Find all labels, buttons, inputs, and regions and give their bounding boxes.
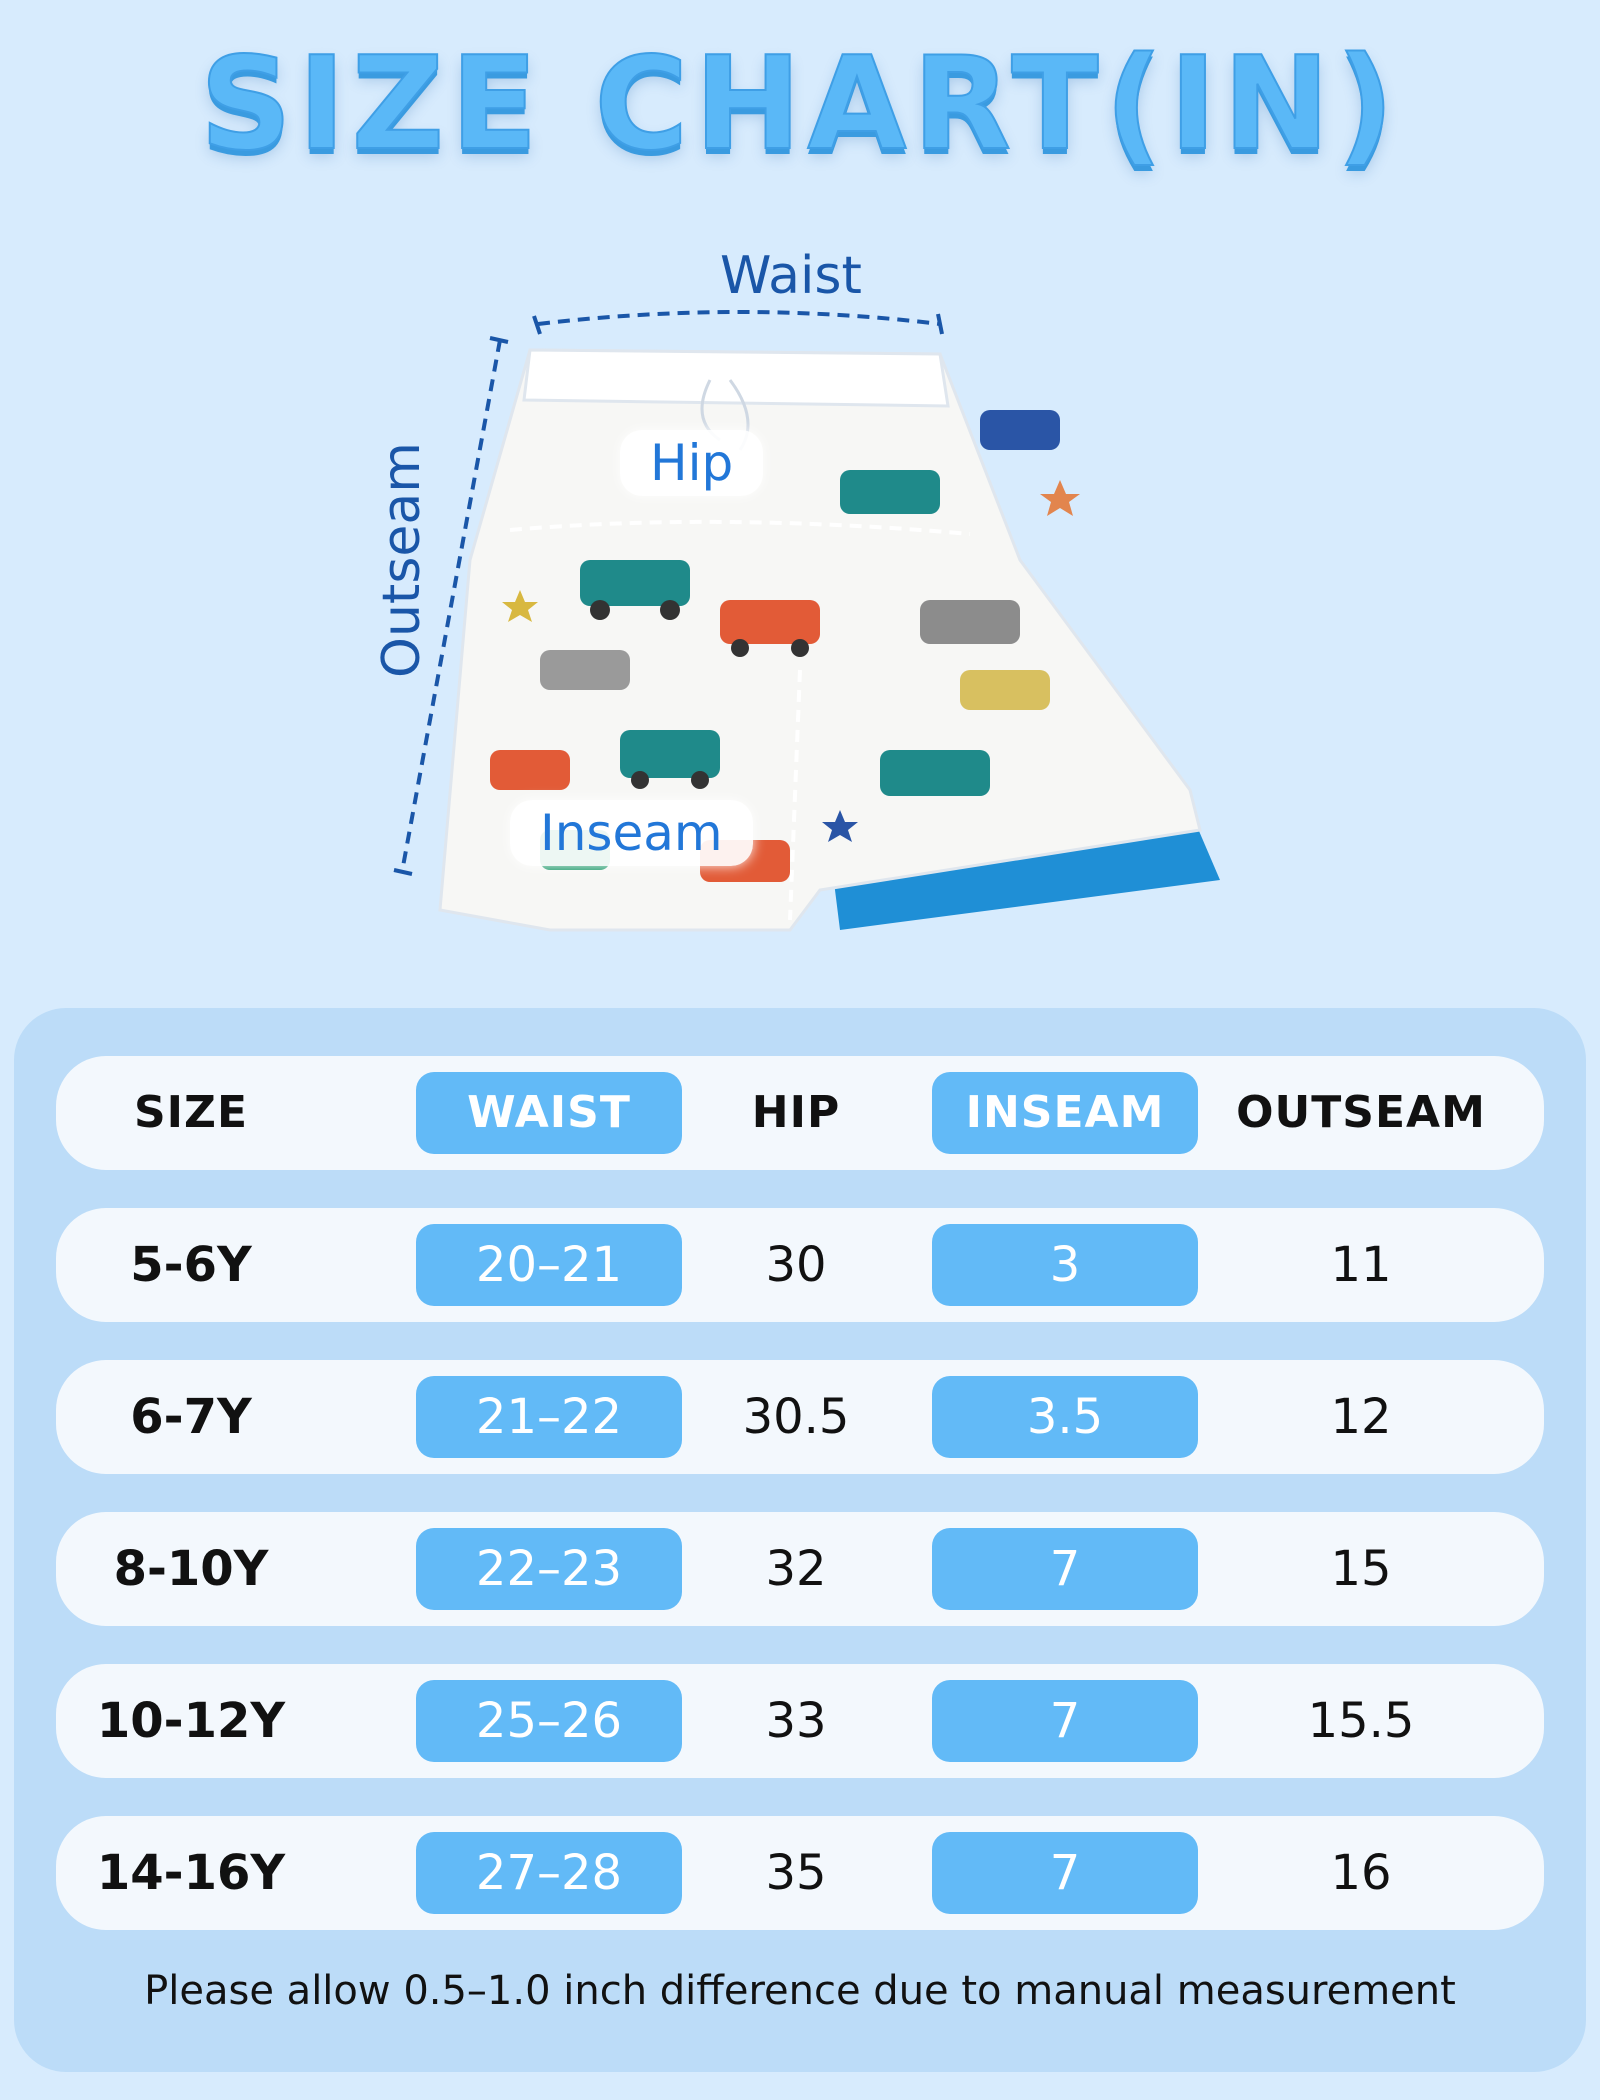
header-size: SIZE (133, 1087, 249, 1138)
outseam-cell: 16 (1330, 1845, 1392, 1901)
outseam-cell: 11 (1330, 1237, 1392, 1293)
header-inseam: INSEAM (965, 1087, 1165, 1138)
waist-cell: 27–28 (475, 1845, 623, 1901)
shorts-body (438, 348, 1202, 932)
measurement-note: Please allow 0.5–1.0 inch difference due… (144, 1968, 1456, 2014)
size-cell: 5-6Y (130, 1237, 252, 1293)
page-title: SIZE CHART(IN) (199, 29, 1401, 180)
waistband (522, 348, 950, 408)
table-row: 10-12Y 25–26 33 7 15.5 (56, 1664, 1544, 1778)
inseam-cell-highlight (932, 1832, 1198, 1914)
size-cell: 14-16Y (96, 1845, 286, 1901)
inseam-cell-highlight (932, 1528, 1198, 1610)
waist-cell-highlight (416, 1528, 682, 1610)
inseam-header-highlight (932, 1072, 1198, 1154)
outseam-cell: 15 (1330, 1541, 1392, 1597)
size-table-panel: SIZE WAIST HIP INSEAM OUTSEAM 5-6Y 20–21… (14, 1008, 1586, 2072)
hip-diagram-label: Hip (620, 430, 764, 496)
hip-cell: 30.5 (742, 1389, 850, 1445)
waist-cell: 22–23 (475, 1541, 623, 1597)
table-row: 5-6Y 20–21 30 3 11 (56, 1208, 1544, 1322)
waist-cell: 21–22 (475, 1389, 623, 1445)
hip-cell: 30 (765, 1237, 827, 1293)
inseam-cell-highlight (932, 1680, 1198, 1762)
waist-diagram-label: Waist (720, 246, 862, 306)
table-row: 6-7Y 21–22 30.5 3.5 12 (56, 1360, 1544, 1474)
outseam-measure-line (400, 339, 502, 873)
waist-cell-highlight (416, 1832, 682, 1914)
inseam-cell: 7 (1049, 1693, 1081, 1749)
inseam-diagram-label: Inseam (510, 800, 753, 866)
table-header-row: SIZE WAIST HIP INSEAM OUTSEAM (56, 1056, 1544, 1170)
inseam-measure-line (788, 669, 802, 921)
inseam-cell: 3 (1049, 1237, 1081, 1293)
header-hip: HIP (751, 1087, 841, 1138)
waist-cell: 25–26 (475, 1693, 623, 1749)
hip-measure-line (509, 519, 971, 536)
waist-cell: 20–21 (475, 1237, 623, 1293)
inseam-cell: 3.5 (1026, 1389, 1104, 1445)
header-waist: WAIST (467, 1087, 631, 1138)
inseam-cell-highlight (932, 1376, 1198, 1458)
hip-cell: 35 (765, 1845, 827, 1901)
size-cell: 10-12Y (96, 1693, 286, 1749)
inseam-cell-highlight (932, 1224, 1198, 1306)
waist-cell-highlight (416, 1680, 682, 1762)
shorts-diagram: Waist Outseam Hip Inseam (320, 230, 1240, 950)
inseam-cell: 7 (1049, 1541, 1081, 1597)
waist-header-highlight (416, 1072, 682, 1154)
size-cell: 8-10Y (113, 1541, 269, 1597)
hip-cell: 32 (765, 1541, 827, 1597)
table-row: 8-10Y 22–23 32 7 15 (56, 1512, 1544, 1626)
outseam-cell: 15.5 (1307, 1693, 1415, 1749)
table-row: 14-16Y 27–28 35 7 16 (56, 1816, 1544, 1930)
size-cell: 6-7Y (130, 1389, 252, 1445)
waist-cell-highlight (416, 1376, 682, 1458)
waist-measure-line (537, 310, 941, 326)
waist-cell-highlight (416, 1224, 682, 1306)
inseam-cell: 7 (1049, 1845, 1081, 1901)
outseam-cell: 12 (1330, 1389, 1392, 1445)
header-outseam: OUTSEAM (1236, 1087, 1486, 1138)
hip-cell: 33 (765, 1693, 827, 1749)
shorts-illustration (393, 310, 1220, 932)
outseam-diagram-label: Outseam (372, 442, 432, 678)
